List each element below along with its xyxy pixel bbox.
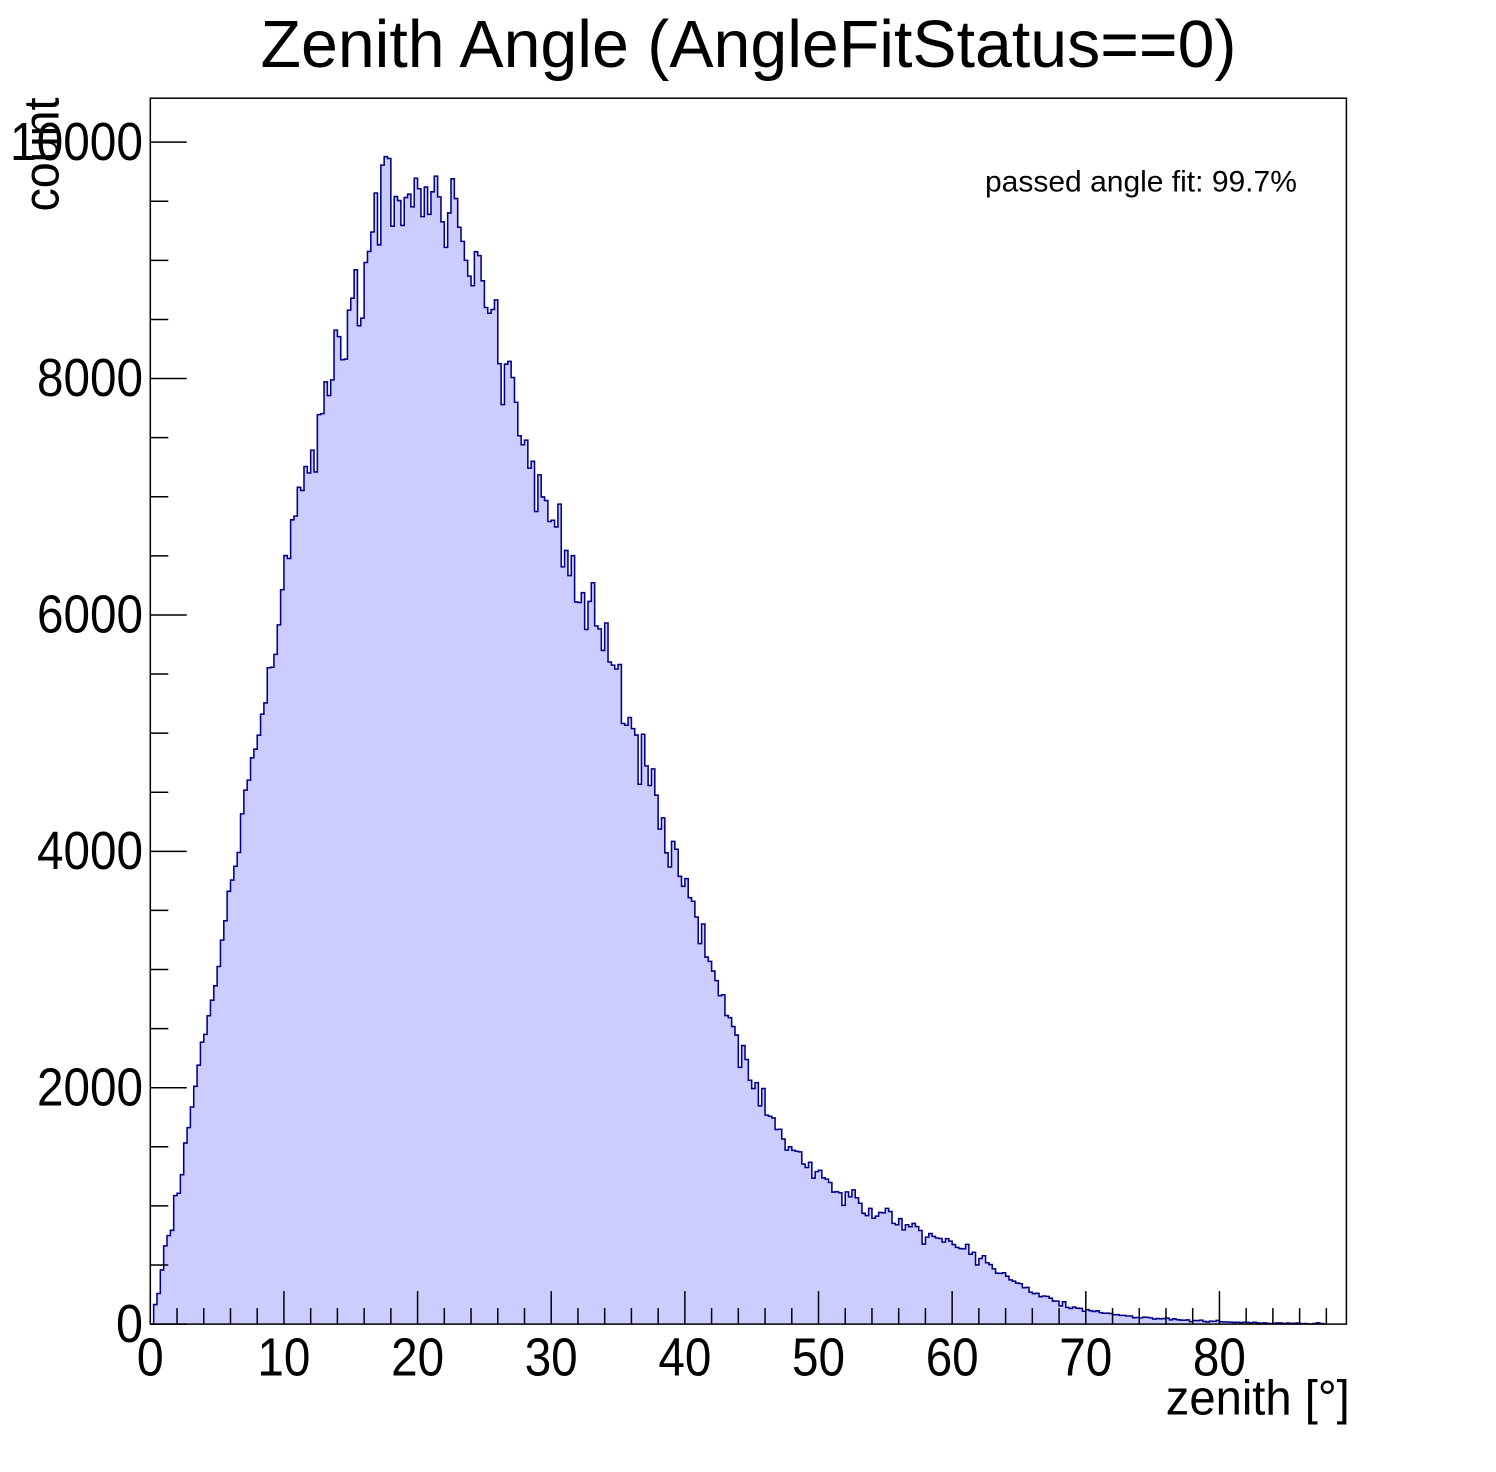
svg-text:4000: 4000 xyxy=(37,822,143,881)
svg-text:0: 0 xyxy=(137,1329,164,1388)
svg-text:0: 0 xyxy=(116,1295,143,1354)
svg-text:2000: 2000 xyxy=(37,1058,143,1117)
svg-text:20: 20 xyxy=(391,1329,444,1388)
svg-text:60: 60 xyxy=(926,1329,979,1388)
svg-text:count: count xyxy=(13,97,69,211)
svg-text:70: 70 xyxy=(1059,1329,1112,1388)
svg-text:40: 40 xyxy=(658,1329,711,1388)
svg-text:Zenith Angle (AngleFitStatus==: Zenith Angle (AngleFitStatus==0) xyxy=(261,8,1237,82)
svg-text:80: 80 xyxy=(1193,1329,1246,1388)
svg-text:50: 50 xyxy=(792,1329,845,1388)
svg-text:passed angle fit: 99.7%: passed angle fit: 99.7% xyxy=(985,165,1297,198)
svg-text:6000: 6000 xyxy=(37,586,143,645)
svg-text:10000: 10000 xyxy=(10,113,143,172)
svg-text:8000: 8000 xyxy=(37,349,143,408)
svg-text:zenith [°]: zenith [°] xyxy=(1166,1372,1350,1426)
svg-text:10: 10 xyxy=(257,1329,310,1388)
svg-text:30: 30 xyxy=(525,1329,578,1388)
